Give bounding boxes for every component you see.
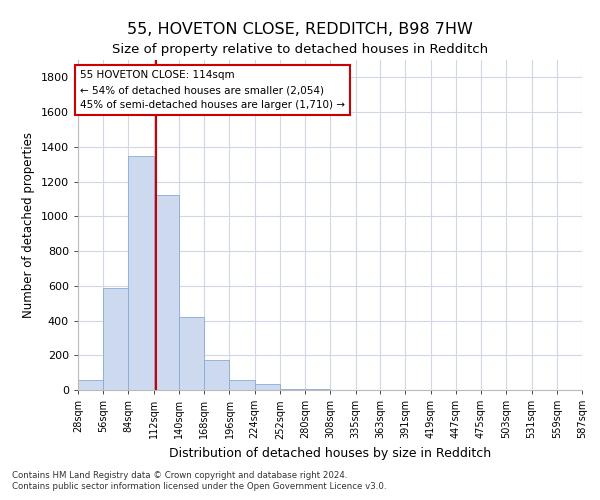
Y-axis label: Number of detached properties: Number of detached properties <box>22 132 35 318</box>
Bar <box>305 389 331 390</box>
Text: Size of property relative to detached houses in Redditch: Size of property relative to detached ho… <box>112 42 488 56</box>
Text: Contains public sector information licensed under the Open Government Licence v3: Contains public sector information licen… <box>12 482 386 491</box>
Bar <box>255 384 280 390</box>
Bar <box>204 360 229 390</box>
Bar <box>154 196 179 390</box>
Bar <box>78 380 103 390</box>
Text: Contains HM Land Registry data © Crown copyright and database right 2024.: Contains HM Land Registry data © Crown c… <box>12 470 347 480</box>
Text: 55 HOVETON CLOSE: 114sqm
← 54% of detached houses are smaller (2,054)
45% of sem: 55 HOVETON CLOSE: 114sqm ← 54% of detach… <box>80 70 345 110</box>
Text: 55, HOVETON CLOSE, REDDITCH, B98 7HW: 55, HOVETON CLOSE, REDDITCH, B98 7HW <box>127 22 473 38</box>
Bar <box>179 317 204 390</box>
Bar <box>280 389 305 390</box>
X-axis label: Distribution of detached houses by size in Redditch: Distribution of detached houses by size … <box>169 447 491 460</box>
Bar <box>229 380 255 390</box>
Bar <box>103 288 128 390</box>
Bar <box>128 156 154 390</box>
